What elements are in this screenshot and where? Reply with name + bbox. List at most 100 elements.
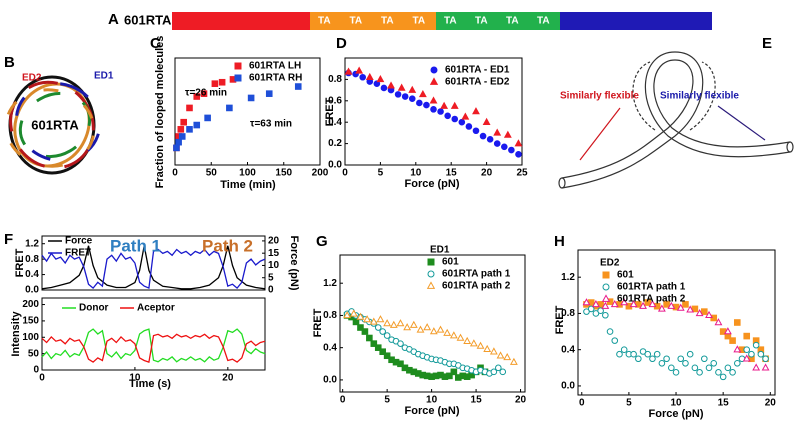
y-tick-label: 0.6 (328, 95, 342, 106)
y2-tick-label: 0 (268, 285, 274, 296)
segment-label: TA (444, 16, 457, 27)
data-point (211, 80, 219, 87)
data-point (193, 121, 201, 129)
y-tick-label: 50 (28, 348, 40, 359)
annotation: Path 1 (110, 236, 161, 255)
data-point (729, 369, 736, 376)
data-point (587, 305, 595, 313)
x-axis-label: Force (pN) (405, 178, 460, 190)
data-point (648, 299, 657, 308)
y-tick-label: 0.0 (25, 285, 39, 296)
data-point (443, 328, 452, 336)
data-point (465, 123, 473, 130)
data-point (373, 80, 381, 87)
data-point (649, 355, 656, 363)
data-point (761, 363, 770, 371)
data-point (379, 348, 386, 356)
y-tick-label: 0.8 (323, 310, 337, 321)
data-point (496, 351, 505, 359)
data-line (41, 248, 266, 290)
data-point (723, 327, 732, 335)
data-point (218, 78, 226, 86)
panel-letter: B (4, 54, 15, 71)
data-point (178, 133, 186, 140)
data-point (489, 347, 498, 355)
data-point (469, 339, 478, 347)
data-point (357, 324, 364, 331)
x-tick-label: 20 (765, 398, 777, 409)
x-axis-label: Time (min) (220, 179, 276, 191)
y-axis-label: Fraction of looped molecules (154, 36, 166, 189)
data-point (177, 126, 185, 133)
data-point (397, 83, 406, 91)
dna-loop (14, 82, 102, 162)
x-tick-label: 20 (515, 395, 527, 406)
x-tick-label: 5 (378, 168, 384, 179)
data-point (356, 312, 365, 320)
data-point (376, 315, 385, 323)
x-tick-label: 50 (206, 168, 218, 179)
data-point (374, 324, 382, 331)
x-tick-label: 0 (342, 168, 348, 179)
data-point (383, 332, 391, 339)
data-point (446, 372, 453, 380)
data-point (611, 337, 619, 344)
data-point (733, 319, 741, 326)
legend-label: 601 (442, 257, 459, 268)
data-point (389, 320, 398, 328)
data-point (630, 350, 637, 358)
y-axis-label: FRET (312, 308, 324, 337)
y-tick-label: 0 (33, 365, 39, 376)
dna-tube (561, 51, 791, 189)
data-point (444, 112, 451, 120)
x-tick-label: 10 (410, 168, 422, 179)
data-point (602, 311, 609, 319)
panel-letter: E (762, 35, 772, 52)
data-point (635, 355, 642, 363)
legend-swatch (427, 270, 435, 278)
legend-title: ED1 (430, 245, 450, 256)
data-point (606, 328, 614, 335)
data-point (677, 355, 685, 363)
data-point (676, 303, 685, 311)
data-point (601, 301, 610, 309)
y-axis-label: FRET (554, 305, 566, 334)
data-point (748, 350, 755, 358)
data-point (265, 90, 273, 97)
data-point (495, 364, 502, 372)
data-point (409, 320, 418, 328)
data-point (514, 139, 523, 147)
data-point (383, 319, 392, 327)
x-tick-label: 15 (471, 395, 483, 406)
legend-swatch (602, 271, 610, 279)
data-point (376, 75, 385, 83)
x-tick-label: 0 (340, 395, 346, 406)
y-tick-label: 0.0 (561, 381, 575, 392)
data-point (653, 350, 661, 358)
y2-axis-label: Force (pN) (288, 236, 300, 291)
flex-arrow (579, 107, 621, 161)
data-point (451, 115, 459, 123)
x-tick-label: 25 (516, 168, 528, 179)
data-point (200, 90, 208, 97)
dna-alt-path (689, 61, 716, 131)
x-axis-label: Time (s) (129, 378, 171, 390)
dna-alt-path (632, 61, 656, 131)
data-point (349, 309, 358, 317)
x-tick-label: 5 (626, 398, 632, 409)
tube-end (558, 177, 566, 189)
data-point (429, 96, 438, 104)
data-point (743, 346, 751, 353)
data-point (658, 359, 666, 367)
x-tick-label: 5 (384, 395, 390, 406)
data-point (482, 117, 491, 125)
data-point (397, 340, 404, 347)
sequence-name: 601RTA (124, 12, 172, 27)
y-axis-label: Intensity (10, 311, 22, 357)
data-point (610, 299, 619, 308)
y-tick-label: 0.0 (323, 375, 337, 386)
data-point (724, 364, 732, 372)
data-point (597, 307, 604, 315)
x-tick-label: 0 (579, 398, 585, 409)
x-tick-label: 200 (312, 168, 329, 179)
